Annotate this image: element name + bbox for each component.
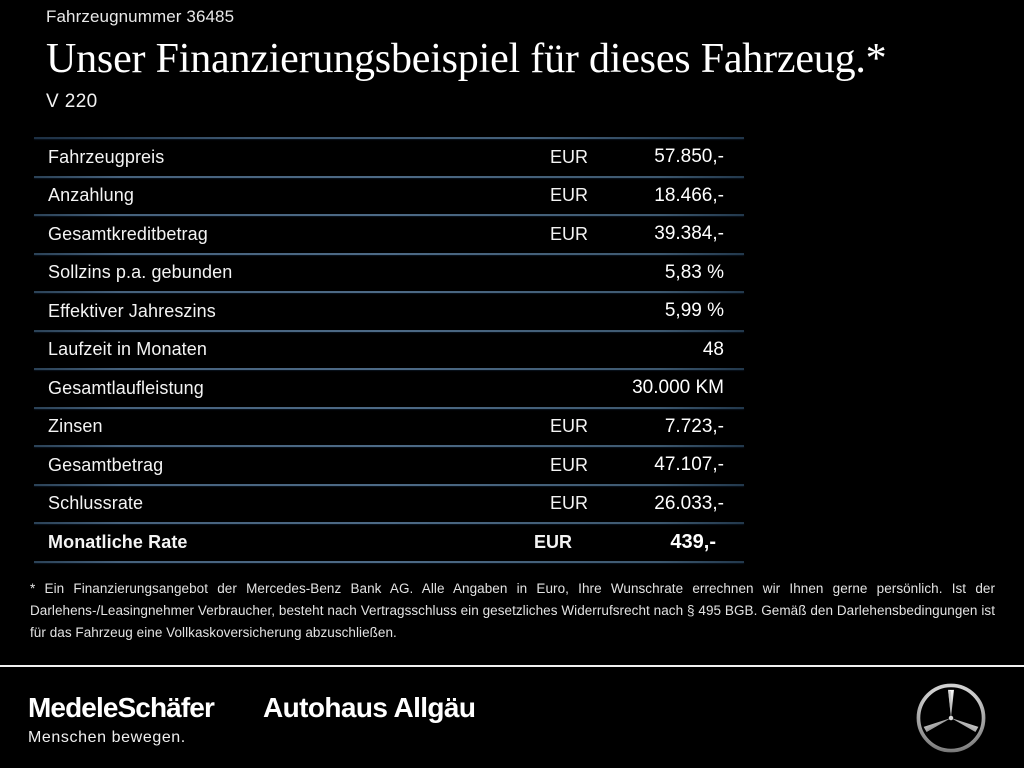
row-currency: EUR [533, 531, 572, 552]
vehicle-model: V 220 [46, 91, 98, 112]
row-value: 7.723,- [664, 415, 724, 437]
table-divider [34, 483, 744, 486]
row-value: 18.466,- [654, 184, 724, 206]
row-label: Gesamtbetrag [48, 454, 164, 475]
dealer-logo: MedeleSchäfer Menschen bewegen. [28, 692, 215, 749]
table-row: Fahrzeugpreis EUR 57.850,- [34, 139, 744, 176]
header: Fahrzeugnummer 36485 Unser Finanzierungs… [46, 6, 996, 114]
vehicle-number: Fahrzeugnummer 36485 [46, 7, 235, 26]
row-value: 5,83 % [664, 261, 724, 283]
table-divider [34, 560, 744, 563]
row-label: Gesamtlaufleistung [48, 377, 204, 398]
row-label: Laufzeit in Monaten [48, 339, 208, 360]
table-divider [34, 175, 744, 178]
row-value: 439,- [670, 530, 716, 553]
row-value: 30.000 KM [632, 377, 724, 399]
table-row: Gesamtbetrag EUR 47.107,- [34, 447, 744, 484]
dealer-tagline: Menschen bewegen. [28, 729, 186, 746]
row-value: 5,99 % [664, 300, 724, 322]
row-label: Zinsen [48, 416, 103, 437]
second-brand-logo: Autohaus Allgäu [263, 692, 476, 723]
table-row: Effektiver Jahreszins 5,99 % [34, 293, 744, 330]
row-value: 48 [702, 338, 724, 360]
row-value: 47.107,- [654, 454, 724, 476]
row-label: Effektiver Jahreszins [48, 300, 216, 321]
row-label: Gesamtkreditbetrag [48, 223, 208, 244]
row-value: 39.384,- [654, 223, 724, 245]
table-divider [34, 214, 744, 216]
dealer-name: MedeleSchäfer [28, 692, 215, 723]
table-row: Zinsen EUR 7.723,- [34, 409, 744, 446]
row-value: 57.850,- [654, 146, 724, 168]
table-divider [34, 137, 744, 139]
table-divider [34, 252, 744, 255]
row-label: Anzahlung [48, 185, 134, 206]
row-label: Monatliche Rate [48, 531, 188, 552]
table-divider [34, 291, 744, 293]
mercedes-star-icon [914, 681, 988, 755]
page-title: Unser Finanzierungsbeispiel für dieses F… [46, 36, 887, 82]
row-currency: EUR [549, 454, 588, 475]
row-label: Fahrzeugpreis [48, 146, 165, 167]
table-divider [34, 368, 744, 370]
table-row: Schlussrate EUR 26.033,- [34, 486, 744, 523]
table-row: Anzahlung EUR 18.466,- [34, 178, 744, 215]
table-divider [34, 522, 744, 524]
row-label: Sollzins p.a. gebunden [48, 262, 233, 283]
row-currency: EUR [549, 185, 588, 206]
table-divider [34, 329, 744, 332]
row-value: 26.033,- [654, 492, 724, 514]
footer: MedeleSchäfer Menschen bewegen. Autohaus… [0, 667, 1024, 768]
footnote-text: * Ein Finanzierungsangebot der Mercedes-… [30, 581, 995, 640]
row-currency: EUR [549, 493, 588, 514]
row-currency: EUR [549, 223, 588, 244]
table-divider [34, 445, 744, 447]
row-currency: EUR [549, 146, 588, 167]
table-divider [34, 406, 744, 409]
footer-divider [0, 665, 1024, 667]
table-row-monthly-rate: Monatliche Rate EUR 439,- [34, 524, 744, 561]
row-label: Schlussrate [48, 493, 144, 514]
row-currency: EUR [549, 416, 588, 437]
table-row: Sollzins p.a. gebunden 5,83 % [34, 255, 744, 292]
finance-table: Fahrzeugpreis EUR 57.850,- Anzahlung EUR… [34, 137, 744, 563]
table-row: Gesamtlaufleistung 30.000 KM [34, 370, 744, 407]
table-row: Laufzeit in Monaten 48 [34, 332, 744, 369]
table-row: Gesamtkreditbetrag EUR 39.384,- [34, 216, 744, 253]
